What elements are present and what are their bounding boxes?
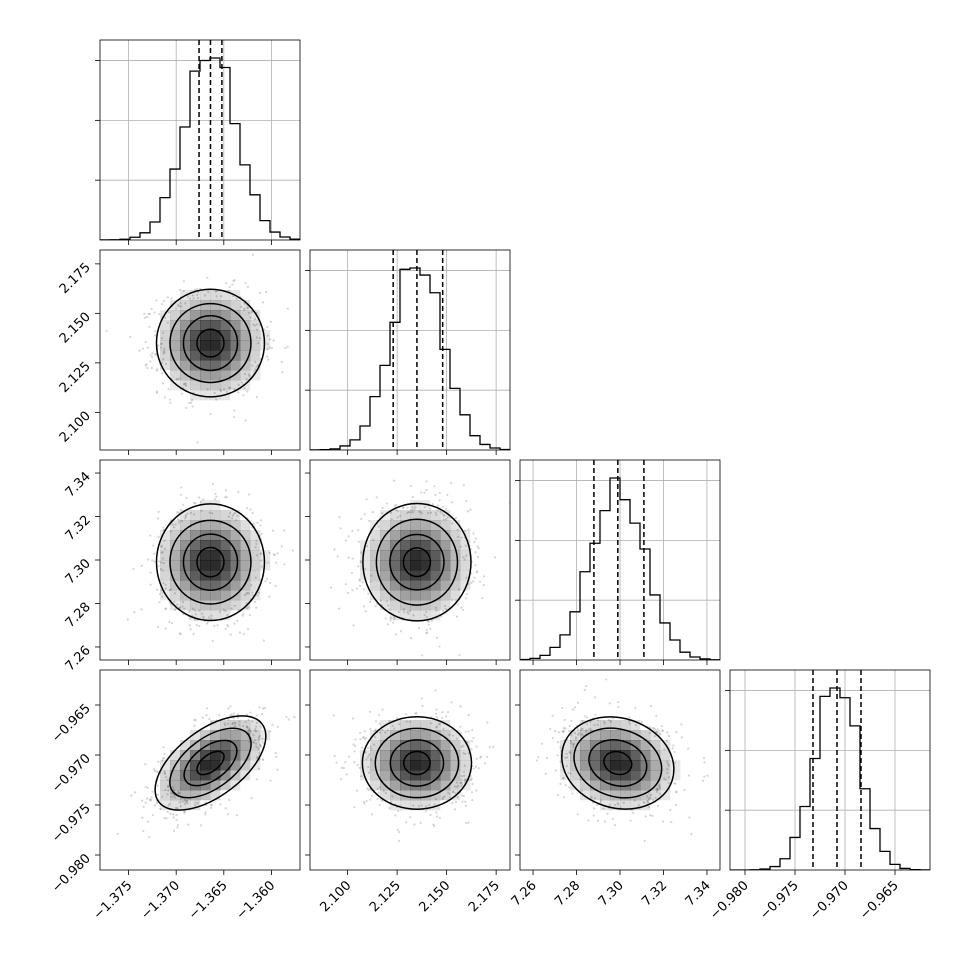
y-tick-label: −0.975 [49, 801, 94, 846]
panel-frame [519, 669, 721, 871]
panel-frame [99, 249, 301, 451]
panel-frame [309, 249, 511, 451]
y-tick-label: −0.980 [49, 851, 94, 896]
x-tick-label: 7.32 [639, 878, 670, 909]
y-tick-label: 2.100 [57, 409, 94, 446]
panel-2-1 [305, 459, 511, 665]
panel-frame [99, 459, 301, 661]
panel-1-0: 2.100 2.125 2.150 2.175 [57, 249, 301, 455]
scatter-points [126, 482, 294, 643]
contour-level-3 [155, 288, 266, 398]
contour-level-1 [182, 533, 239, 592]
panel-frame [309, 669, 511, 871]
y-tick-label: 7.32 [63, 513, 94, 544]
contour-level-0 [196, 750, 225, 776]
histogram-0 [100, 57, 300, 240]
panel-frame [99, 39, 301, 241]
panel-2-0: 7.26 7.28 7.30 7.32 7.34 [63, 459, 301, 674]
y-tick-label: −0.970 [49, 751, 94, 796]
x-tick-label: 7.26 [509, 878, 540, 909]
density-map [160, 290, 271, 401]
panel-1-1 [305, 249, 511, 455]
contour-level-0 [402, 750, 431, 776]
contour-level-2 [573, 727, 663, 799]
panel-3-3: −0.980 −0.975 −0.970 −0.965 [707, 669, 931, 923]
contour-level-0 [603, 750, 633, 776]
contour-level-1 [183, 739, 238, 787]
contour-level-3 [361, 716, 473, 810]
histogram-1 [310, 267, 510, 450]
x-tick-label: 7.28 [552, 878, 583, 909]
x-tick-label: 2.100 [318, 878, 355, 915]
contour-level-3 [155, 503, 266, 622]
contour-level-2 [374, 727, 460, 799]
contour-level-2 [375, 518, 459, 606]
contour-level-0 [402, 547, 432, 578]
x-tick-label: 2.175 [466, 878, 503, 915]
y-tick-label: 7.30 [63, 556, 94, 587]
x-tick-label: −1.375 [91, 878, 136, 923]
y-tick-label: 2.175 [57, 260, 94, 297]
y-tick-label: 2.150 [57, 310, 94, 347]
panel-0-0 [95, 39, 301, 245]
panel-2-2 [515, 459, 721, 665]
panel-frame [519, 459, 721, 661]
contour-level-2 [169, 727, 252, 799]
x-tick-label: 2.125 [367, 878, 404, 915]
y-tick-label: −0.965 [49, 701, 94, 746]
x-tick-label: 7.30 [596, 878, 627, 909]
contour-level-1 [389, 533, 445, 591]
panel-frame [309, 459, 511, 661]
x-tick-label: −0.980 [707, 878, 752, 923]
contour-level-0 [196, 546, 225, 578]
panel-3-1: 2.100 2.125 2.150 2.175 [305, 669, 511, 915]
y-tick-label: 7.26 [63, 643, 94, 674]
x-tick-label: −1.365 [186, 878, 231, 923]
y-tick-label: 7.28 [63, 600, 94, 631]
histogram-3 [730, 687, 930, 870]
x-tick-label: −1.360 [234, 878, 279, 923]
x-tick-label: 7.34 [683, 878, 714, 909]
scatter-points [116, 705, 296, 839]
contour-level-1 [389, 739, 445, 787]
contour-level-3 [561, 716, 675, 810]
density-map [160, 500, 271, 621]
x-tick-label: −0.975 [757, 878, 802, 923]
x-tick-label: 2.150 [417, 878, 454, 915]
contour-level-0 [196, 328, 225, 358]
x-tick-label: −1.370 [138, 878, 183, 923]
scatter-points [535, 678, 709, 842]
x-tick-label: −0.965 [857, 878, 902, 923]
x-tick-label: −0.970 [807, 878, 852, 923]
contour-level-3 [154, 715, 267, 811]
contour-level-1 [588, 739, 648, 787]
contour-level-2 [169, 302, 252, 384]
panel-frame [729, 669, 931, 871]
histogram-2 [520, 477, 720, 660]
contour-level-1 [182, 314, 239, 372]
contour-level-2 [169, 519, 252, 605]
contour-level-3 [362, 502, 472, 622]
panel-3-0: −0.980−0.975−0.970−0.965−1.375 −1.370 −1.3… [49, 669, 301, 923]
y-tick-label: 7.34 [63, 469, 94, 500]
y-tick-label: 2.125 [57, 359, 94, 396]
panel-3-2: 7.26 7.28 7.30 7.32 7.34 [509, 669, 721, 909]
panel-frame [99, 669, 301, 871]
